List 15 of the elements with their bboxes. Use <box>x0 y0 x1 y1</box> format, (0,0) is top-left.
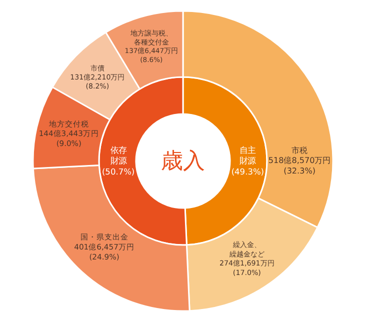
data-label: 518億8,570万円 (32.3%) <box>268 156 331 176</box>
data-label: (50.7%) <box>102 166 135 177</box>
slice-label: 地方交付税 <box>48 119 89 128</box>
slice-label: 市債 <box>90 63 104 72</box>
data-label: 131億2,210万円 (8.2%) <box>70 72 125 91</box>
slice-label: 繰入金、繰越金など <box>228 240 264 258</box>
data-label: 144億3,443万円 (9.0%) <box>38 129 99 148</box>
data-label: 274億1,691万円 (17.0%) <box>220 258 274 277</box>
data-label: (49.3%) <box>231 166 264 177</box>
text: 歳入 <box>161 149 205 174</box>
slice-label: 依存財源 <box>110 144 126 166</box>
data-label: 401億6,457万円 (24.9%) <box>74 242 134 262</box>
slice-label: 自主財源 <box>240 144 256 166</box>
slice-label: 国・県支出金 <box>80 232 128 242</box>
slice-label: 市税 <box>292 146 308 155</box>
